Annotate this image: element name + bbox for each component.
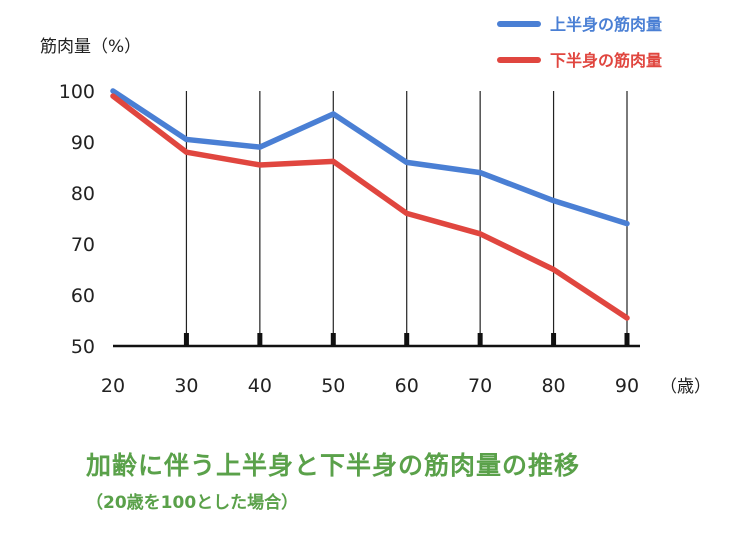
y-axis-title: 筋肉量（%） <box>40 37 141 57</box>
y-tick-label-70: 70 <box>71 234 95 256</box>
chart-subtitle: （20歳を100とした場合） <box>86 493 299 513</box>
series-line-2 <box>110 93 630 321</box>
axis-ticks <box>183 333 630 346</box>
x-tick-label-90: 90 <box>615 375 639 397</box>
x-tick-label-20: 20 <box>101 375 125 397</box>
x-tick-label-70: 70 <box>468 375 492 397</box>
series-lines <box>110 88 630 321</box>
y-tick-label-60: 60 <box>71 285 95 307</box>
x-tick-60 <box>404 333 410 346</box>
chart-title: 加齢に伴う上半身と下半身の筋肉量の推移 <box>86 451 581 480</box>
y-tick-label-100: 100 <box>59 81 95 103</box>
legend-label-2: 下半身の筋肉量 <box>550 51 662 70</box>
legend-label-1: 上半身の筋肉量 <box>550 15 662 34</box>
chart-title-block: 加齢に伴う上半身と下半身の筋肉量の推移 （20歳を100とした場合） <box>86 446 580 513</box>
x-tick-40 <box>257 333 263 346</box>
x-tick-label-60: 60 <box>395 375 419 397</box>
y-tick-label-50: 50 <box>71 336 95 358</box>
x-tick-label-50: 50 <box>321 375 345 397</box>
x-tick-label-80: 80 <box>541 375 565 397</box>
x-tick-label-40: 40 <box>248 375 272 397</box>
vertical-grid-lines <box>185 91 628 346</box>
y-tick-label-90: 90 <box>71 132 95 154</box>
x-tick-80 <box>551 333 557 346</box>
x-tick-30 <box>183 333 189 346</box>
x-tick-labels: 20 30 40 50 60 70 80 90 <box>101 375 639 397</box>
series-line-1 <box>110 88 630 227</box>
x-axis-unit: （歳） <box>660 377 711 397</box>
x-tick-50 <box>330 333 336 346</box>
x-tick-70 <box>477 333 483 346</box>
y-tick-labels: 100 90 80 70 60 50 <box>59 81 95 358</box>
x-tick-label-30: 30 <box>174 375 198 397</box>
y-tick-label-80: 80 <box>71 183 95 205</box>
x-tick-90 <box>624 333 630 346</box>
